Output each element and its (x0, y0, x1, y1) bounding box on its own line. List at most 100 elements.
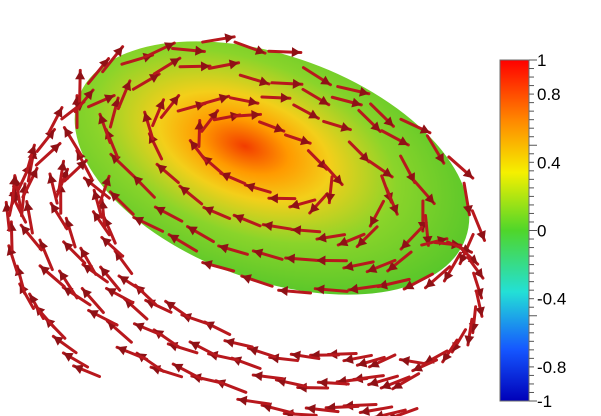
vector-arrow (188, 139, 208, 163)
vector-arrow (171, 45, 206, 56)
arrow-head (228, 59, 239, 70)
arrow-head (179, 186, 191, 196)
arrow-head (412, 362, 424, 372)
arrow-head (194, 120, 205, 130)
vector-arrow (251, 248, 284, 261)
arrow-head (263, 221, 273, 232)
vector-arrow (123, 297, 149, 321)
arrow-head (40, 265, 51, 276)
vector-arrow (336, 232, 366, 247)
arrow-head (292, 78, 302, 89)
arrow-head (340, 122, 351, 132)
arrow-head (101, 237, 112, 248)
arrow-head (473, 267, 483, 279)
arrow-head (251, 110, 261, 121)
vector-arrow (258, 120, 286, 133)
vector-arrow (391, 372, 421, 391)
colorbar-label: -0.8 (537, 358, 566, 377)
vector-arrow (342, 260, 375, 272)
vector-arrow (373, 408, 407, 416)
vector-arrow (267, 193, 297, 204)
arrow-head (155, 99, 165, 111)
vector-arrow (284, 253, 318, 264)
vector-arrow (61, 351, 90, 369)
vector-arrow (260, 92, 292, 103)
vector-arrow (153, 205, 184, 223)
arrow-head (462, 168, 473, 179)
vector-arrow (223, 337, 254, 349)
colorbar-label: 0.4 (537, 153, 561, 172)
vector-arrow (34, 141, 62, 167)
vector-arrow (188, 340, 219, 358)
arrow-head (368, 377, 379, 387)
arrow-head (273, 123, 284, 133)
arrow-head (49, 143, 61, 154)
arrow-shaft (373, 408, 407, 416)
vector-arrow (402, 272, 434, 291)
vector-arrow (325, 175, 336, 205)
vector-arrow (308, 192, 329, 215)
vector-arrow (330, 95, 363, 108)
vector-arrow (228, 96, 260, 107)
arrow-head (387, 261, 398, 271)
vector-arrow (131, 72, 161, 91)
arrow-head (218, 243, 229, 254)
vector-arrow (447, 155, 475, 180)
vector-arrow (322, 119, 352, 132)
arrow-head (88, 310, 99, 320)
vector-arrow (105, 319, 133, 344)
vector-arrow (233, 40, 267, 55)
vector-arrow (155, 162, 180, 184)
arrow-head (406, 172, 415, 183)
arrow-head (155, 206, 166, 216)
arrow-head (224, 33, 235, 44)
arrow-head (367, 263, 378, 273)
arrow-head (173, 363, 184, 373)
vector-arrow (357, 108, 382, 133)
arrow-head (475, 306, 485, 317)
vector-arrow (314, 255, 348, 266)
vector-arrow (236, 395, 271, 406)
vector-arrow (159, 94, 181, 119)
vector-arrow (470, 209, 487, 242)
vector-arrow (25, 143, 37, 174)
vector-arrow (99, 265, 122, 292)
vector-arrow (117, 274, 145, 293)
arrow-head (258, 76, 269, 87)
vector-arrow (80, 286, 105, 315)
arrow-head (237, 395, 248, 406)
arrow-head (289, 199, 300, 210)
arrow-head (476, 230, 486, 241)
vector-arrow (100, 235, 125, 258)
arrow-head (44, 129, 55, 140)
vector-arrow (289, 350, 321, 361)
vector-arrow (28, 292, 45, 320)
arrow-head (268, 193, 278, 204)
vector-arrow (336, 85, 371, 97)
arrow-head (316, 232, 327, 243)
arrow-head (148, 74, 160, 83)
arrow-head (157, 164, 168, 174)
arrow-head (190, 341, 201, 351)
vector-arrow (399, 117, 432, 135)
vector-arrow (355, 355, 386, 368)
vector-arrow (101, 45, 125, 74)
arrow-head (169, 95, 179, 106)
vector-arrow (398, 356, 428, 367)
arrow-head (97, 199, 108, 210)
vector-arrow (240, 274, 274, 288)
arrow-head (318, 95, 329, 105)
arrow-head (359, 151, 370, 162)
vector-arrow (284, 133, 312, 146)
arrow-head (165, 301, 176, 311)
vector-arrow (98, 174, 111, 205)
colorbar-label: 0 (537, 222, 546, 241)
arrow-head (80, 248, 90, 259)
arrow-head (404, 280, 415, 290)
arrow-head (73, 364, 84, 374)
arrow-head (57, 161, 68, 171)
arrow-head (315, 284, 325, 295)
arrow-head (254, 45, 266, 55)
arrow-head (357, 236, 368, 247)
